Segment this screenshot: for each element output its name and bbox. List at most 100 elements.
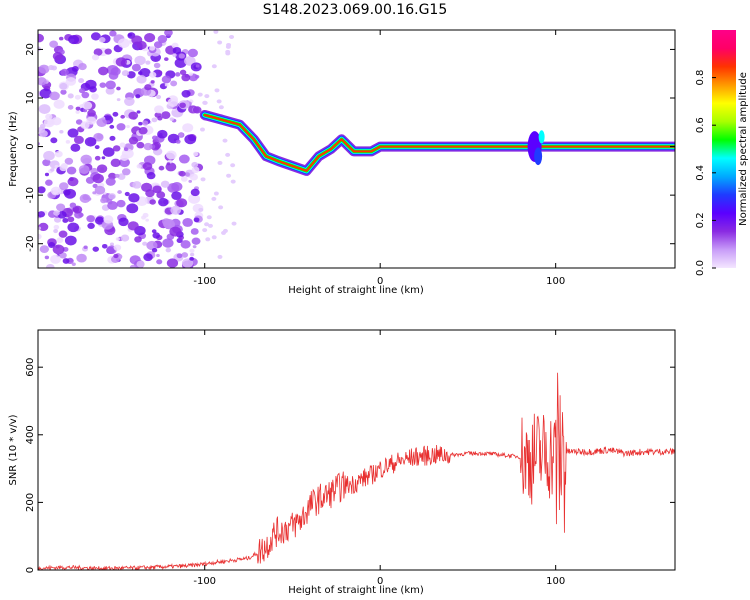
heatmap-cell [59,164,68,172]
snr-x-ticks: -100 0 100 [193,330,565,587]
heatmap-cell [56,203,66,212]
heatmap-cell [157,129,168,139]
heatmap-cell [90,32,101,41]
heatmap-cell [113,253,119,259]
heatmap-cell [70,143,81,152]
heatmap-cell [153,41,163,49]
heatmap-cell [171,182,183,192]
heatmap-cell [53,99,65,109]
heatmap-cell [225,152,231,157]
heatmap-cell [91,54,100,61]
heatmap-cell [191,166,200,174]
heatmap-cell [163,218,175,229]
x-tick-label: 0 [377,576,383,587]
heatmap-cell [63,189,71,196]
heatmap-cell [38,64,50,74]
heatmap-cell [75,106,81,111]
heatmap-cell [164,57,169,62]
heatmap-cell [213,30,219,34]
heatmap-cell [145,60,151,65]
heatmap-cell [179,69,187,76]
heatmap-cell [127,221,139,231]
heatmap-cell [192,151,199,157]
heatmap-cell [131,35,143,45]
heatmap-cell [166,162,171,166]
heatmap-cell [214,88,220,93]
heatmap-cell [80,121,90,129]
y-tick-label: 20 [25,43,36,56]
heatmap-cell [157,116,163,121]
heatmap-cell [53,229,59,234]
heatmap-cell [73,135,84,145]
heatmap-cell [151,117,158,123]
y-tick-label: 200 [25,493,36,512]
heatmap-cell [156,253,160,258]
heatmap-cell [178,170,186,177]
y-tick-label: 0 [25,143,36,149]
heatmap-cell [164,83,169,87]
heatmap-cell [109,135,116,141]
heatmap-cell [110,158,121,168]
heatmap-cell [64,157,74,165]
chart-title: S148.2023.069.00.16.G15 [263,2,448,18]
heatmap-cell [118,217,129,227]
heatmap-cell [109,124,115,129]
y-tick-label: 600 [25,358,36,377]
heatmap-cell [53,224,60,230]
heatmap-cell [184,134,197,145]
heatmap-cell [117,38,130,49]
heatmap-cell [538,130,545,144]
heatmap-cell [202,100,208,105]
heatmap-cell [165,247,172,253]
heatmap-cell [50,254,61,264]
heatmap-cell [75,119,83,125]
heatmap-cell [44,255,50,260]
colorbar-tick-label: 0.2 [695,212,706,228]
heatmap-cell [217,254,223,259]
heatmap-cell [119,158,130,168]
heatmap-cell [83,245,88,250]
heatmap-cell [141,215,146,220]
heatmap-cell [129,264,137,268]
heatmap-cell [194,74,200,79]
heatmap-cell [142,162,153,171]
heatmap-cell [171,191,182,201]
heatmap-cell [115,57,127,67]
heatmap-cell [200,177,206,182]
heatmap-cell [67,222,80,233]
heatmap-cell [58,230,68,238]
heatmap-cell [82,101,93,110]
snr-y-axis-label: SNR (10 * v/v) [8,414,19,485]
heatmap-cell [149,45,156,51]
heatmap-cell [179,102,186,109]
heatmap-cell [81,91,90,99]
heatmap-cell [131,63,141,72]
heatmap-cell [52,244,65,255]
heatmap-cell [50,137,58,144]
heatmap-cell [53,216,62,223]
heatmap-cell [58,36,64,41]
heatmap-cell [126,203,139,214]
heatmap-cell [192,245,197,249]
heatmap-cell [98,66,109,76]
heatmap-cell [180,176,188,182]
heatmap-cell [156,191,166,199]
heatmap-cell [181,89,191,98]
heatmap-cell [128,111,139,120]
heatmap-cell [65,140,71,144]
heatmap-cell [142,120,149,126]
heatmap-cell [94,155,101,161]
heatmap-cell [138,126,148,135]
heatmap-ridge-layer [203,114,675,172]
heatmap-cell [230,163,236,168]
heatmap-cell [149,199,156,205]
heatmap-cell [189,248,195,253]
heatmap-cell [116,199,126,208]
heatmap-cell [94,216,105,225]
heatmap-cell [207,223,213,228]
heatmap-cell [102,147,115,157]
heatmap-cell [178,53,185,59]
heatmap-cell [150,80,155,84]
heatmap-cell [54,164,59,169]
